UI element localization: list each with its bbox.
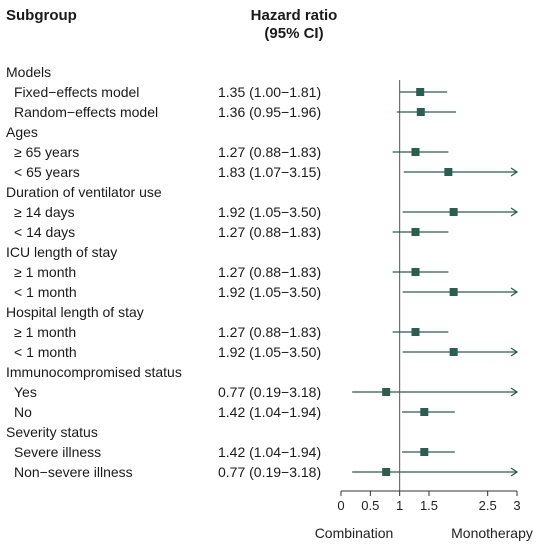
point-estimate-marker [411,148,420,156]
ci-arrow [510,467,519,477]
hazard-ratio-value: 1.92 (1.05−3.50) [218,344,322,360]
group-label: Immunocompromised status [6,364,182,380]
hazard-ratio-value: 1.27 (0.88−1.83) [218,324,322,340]
subgroup-label: < 1 month [14,284,77,300]
hazard-ratio-header-line2: (95% CI) [264,25,324,42]
x-tick-label: 1 [396,498,403,513]
group-label: Hospital length of stay [6,304,144,320]
subgroup-label: Severe illness [14,444,102,460]
subgroup-label: < 14 days [14,224,76,240]
hazard-ratio-value: 1.42 (1.04−1.94) [218,444,322,460]
point-estimate-marker [420,408,429,416]
ci-arrow [510,387,519,397]
group-label: ICU length of stay [6,244,118,260]
point-estimate-marker [411,328,420,336]
x-tick-label: 2.5 [479,498,497,513]
point-estimate-marker [449,208,458,216]
point-estimate-marker [444,168,453,176]
ci-arrow [510,347,519,357]
x-tick-label: 3 [513,498,520,513]
subgroup-label: ≥ 65 years [14,144,80,160]
hazard-ratio-value: 1.27 (0.88−1.83) [218,264,322,280]
point-estimate-marker [382,468,391,476]
group-label: Ages [6,124,38,140]
hazard-ratio-value: 1.42 (1.04−1.94) [218,404,322,420]
point-estimate-marker [416,88,425,96]
point-estimate-marker [449,348,458,356]
x-tick-label: 1.5 [420,498,438,513]
subgroup-label: < 65 years [14,164,80,180]
hazard-ratio-value: 0.77 (0.19−3.18) [218,384,322,400]
point-estimate-marker [411,228,420,236]
subgroup-header: Subgroup [6,7,77,24]
point-estimate-marker [449,288,458,296]
hazard-ratio-value: 1.92 (1.05−3.50) [218,284,322,300]
subgroup-label: < 1 month [14,344,77,360]
x-tick-label: 0.5 [361,498,379,513]
ci-arrow [510,167,519,177]
point-estimate-marker [382,388,391,396]
subgroup-label: Fixed−effects model [14,84,140,100]
ci-arrow [510,207,519,217]
group-label: Models [6,64,52,80]
subgroup-label: Non−severe illness [14,464,133,480]
x-tick-label: 0 [337,498,344,513]
subgroup-label: ≥ 14 days [14,204,75,220]
hazard-ratio-value: 1.92 (1.05−3.50) [218,204,322,220]
subgroup-label: ≥ 1 month [14,324,77,340]
hazard-ratio-header: Hazard ratio (95% CI) [238,7,350,43]
ci-arrow [510,287,519,297]
subgroup-label: Random−effects model [14,104,159,120]
hazard-ratio-value: 1.35 (1.00−1.81) [218,84,322,100]
point-estimate-marker [416,108,425,116]
x-label-combination: Combination [315,525,394,541]
hazard-ratio-value: 0.77 (0.19−3.18) [218,464,322,480]
subgroup-label: No [14,404,32,420]
hazard-ratio-header-line1: Hazard ratio [250,7,338,24]
hazard-ratio-value: 1.36 (0.95−1.96) [218,104,322,120]
hazard-ratio-value: 1.27 (0.88−1.83) [218,224,322,240]
hazard-ratio-value: 1.27 (0.88−1.83) [218,144,322,160]
point-estimate-marker [411,268,420,276]
x-label-monotherapy: Monotherapy [451,525,533,541]
subgroup-label: Yes [14,384,37,400]
group-label: Severity status [6,424,98,440]
group-label: Duration of ventilator use [6,184,162,200]
hazard-ratio-value: 1.83 (1.07−3.15) [218,164,322,180]
point-estimate-marker [420,448,429,456]
subgroup-label: ≥ 1 month [14,264,77,280]
